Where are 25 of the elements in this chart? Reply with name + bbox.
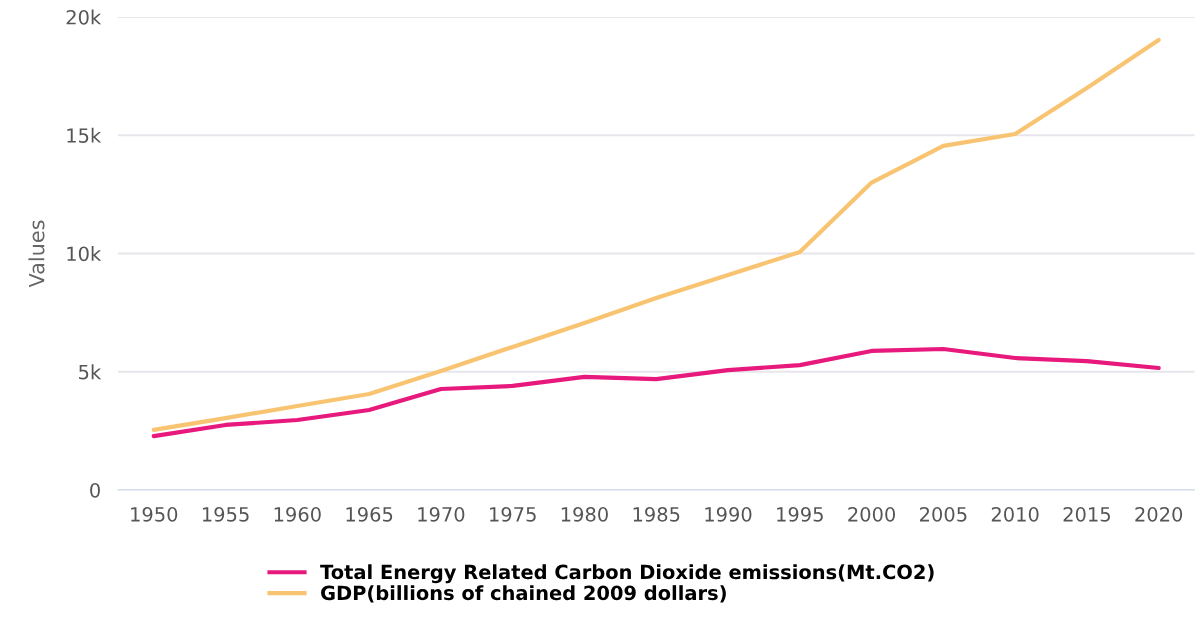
y-tick-label: 0 (90, 482, 100, 498)
x-tick-label: 1955 (202, 507, 249, 522)
x-tick-label: 1980 (561, 507, 608, 522)
x-tick-label: 2000 (848, 507, 896, 522)
y-tick-label: 20k (66, 9, 102, 25)
y-tick-label: 5k (79, 364, 102, 380)
x-tick-label: 2005 (920, 507, 967, 522)
x-tick-label: 1970 (418, 507, 465, 522)
x-tick-label: 1965 (346, 507, 393, 522)
x-tick-label: 2020 (1135, 507, 1183, 522)
x-tick-label: 1985 (633, 507, 680, 522)
line-series (151, 346, 1161, 439)
line-series (151, 37, 1161, 433)
y-tick-label: 15k (67, 127, 102, 143)
x-tick-label: 1960 (274, 507, 321, 522)
y-tick-label: 10k (67, 246, 102, 262)
legend-label: Total Energy Related Carbon Dioxide emissions(Mt.CO2) (320, 564, 934, 584)
y-axis-title: Values (28, 220, 45, 288)
x-tick-label: 2015 (1063, 507, 1110, 522)
x-tick-label: 1975 (490, 507, 536, 522)
x-tick-label: 1990 (705, 507, 752, 522)
x-tick-label: 2010 (991, 507, 1039, 522)
x-tick-label: 1950 (131, 507, 178, 522)
x-tick-label: 1995 (777, 507, 823, 522)
legend-label: GDP(billions of chained 2009 dollars) (321, 585, 726, 603)
